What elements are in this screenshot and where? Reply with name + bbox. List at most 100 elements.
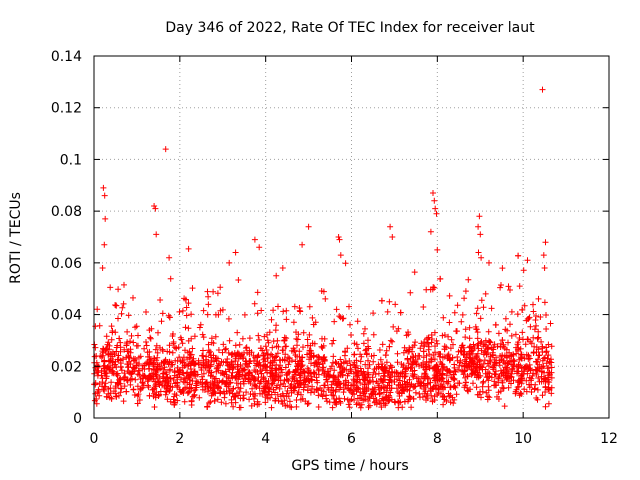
data-point bbox=[286, 368, 293, 375]
data-point bbox=[433, 210, 440, 217]
data-point bbox=[186, 374, 193, 381]
data-point bbox=[266, 329, 273, 336]
data-point bbox=[236, 404, 243, 411]
data-point bbox=[508, 373, 515, 380]
data-point bbox=[499, 377, 506, 384]
data-point bbox=[546, 387, 553, 393]
data-point bbox=[450, 341, 456, 348]
data-point bbox=[532, 381, 539, 388]
data-point bbox=[319, 393, 326, 400]
data-point bbox=[378, 297, 385, 304]
data-point bbox=[545, 372, 551, 379]
data-point bbox=[465, 362, 472, 369]
data-point bbox=[226, 259, 233, 266]
data-point bbox=[308, 360, 314, 367]
data-point bbox=[451, 376, 457, 383]
data-point bbox=[232, 399, 239, 406]
data-point bbox=[406, 346, 413, 353]
data-point bbox=[186, 381, 193, 388]
data-point bbox=[340, 359, 347, 366]
data-point bbox=[210, 340, 217, 347]
data-point bbox=[141, 345, 148, 352]
data-point bbox=[293, 377, 300, 384]
data-point bbox=[336, 236, 343, 243]
data-point bbox=[497, 284, 504, 291]
data-point bbox=[269, 365, 276, 372]
data-point bbox=[282, 351, 289, 358]
data-point bbox=[117, 339, 124, 346]
data-point bbox=[226, 387, 233, 394]
data-point bbox=[451, 309, 458, 316]
data-point bbox=[113, 393, 119, 400]
data-point bbox=[157, 388, 164, 395]
data-point bbox=[276, 385, 283, 392]
data-point bbox=[237, 385, 244, 392]
data-point bbox=[408, 404, 415, 411]
data-point bbox=[531, 343, 538, 350]
data-point bbox=[547, 320, 554, 327]
data-point bbox=[521, 364, 528, 371]
data-point bbox=[262, 358, 269, 365]
data-point bbox=[171, 401, 178, 408]
data-point bbox=[516, 283, 523, 290]
data-point bbox=[111, 361, 118, 368]
data-point bbox=[428, 339, 435, 346]
data-point bbox=[308, 373, 315, 380]
data-point bbox=[220, 359, 227, 366]
data-point bbox=[493, 354, 500, 361]
data-point bbox=[462, 288, 469, 295]
data-point bbox=[365, 345, 372, 352]
data-point bbox=[195, 357, 202, 364]
data-point bbox=[162, 379, 169, 386]
data-point bbox=[115, 381, 121, 388]
data-point bbox=[265, 339, 272, 346]
data-point bbox=[470, 380, 476, 387]
data-point bbox=[188, 397, 195, 404]
data-point bbox=[430, 190, 436, 196]
data-point bbox=[428, 332, 435, 338]
data-point bbox=[384, 382, 391, 389]
data-point bbox=[375, 361, 382, 368]
data-point bbox=[411, 342, 418, 349]
data-point bbox=[272, 397, 279, 404]
data-point bbox=[254, 289, 261, 296]
data-point bbox=[420, 304, 427, 310]
data-point bbox=[344, 372, 351, 379]
data-point bbox=[136, 372, 143, 378]
data-point bbox=[305, 369, 311, 376]
data-point bbox=[405, 364, 412, 371]
data-point bbox=[287, 383, 294, 389]
data-point bbox=[170, 340, 177, 347]
data-point bbox=[362, 347, 369, 354]
data-point bbox=[439, 383, 446, 390]
data-point bbox=[135, 391, 142, 398]
data-point bbox=[262, 343, 269, 350]
data-point bbox=[474, 305, 481, 312]
data-point bbox=[447, 345, 454, 352]
data-point bbox=[153, 372, 160, 379]
data-point bbox=[230, 403, 237, 410]
data-point bbox=[356, 401, 363, 408]
data-point bbox=[236, 388, 243, 395]
data-point bbox=[294, 336, 301, 343]
x-tick-label: 6 bbox=[347, 431, 356, 447]
data-point bbox=[121, 281, 127, 288]
data-point bbox=[270, 338, 277, 345]
data-point bbox=[514, 379, 521, 385]
data-point bbox=[454, 302, 461, 309]
data-point bbox=[478, 394, 484, 401]
data-point bbox=[168, 361, 175, 368]
data-point bbox=[417, 345, 424, 352]
x-axis-label: GPS time / hours bbox=[291, 458, 408, 474]
data-point bbox=[143, 309, 149, 315]
data-point bbox=[523, 377, 530, 384]
data-point bbox=[413, 375, 420, 382]
data-point bbox=[379, 378, 385, 384]
data-point bbox=[204, 404, 211, 410]
data-point bbox=[162, 146, 169, 153]
data-point bbox=[431, 329, 438, 336]
data-point bbox=[440, 401, 447, 408]
data-point bbox=[530, 334, 537, 341]
data-point bbox=[535, 352, 542, 359]
data-point bbox=[547, 359, 554, 366]
